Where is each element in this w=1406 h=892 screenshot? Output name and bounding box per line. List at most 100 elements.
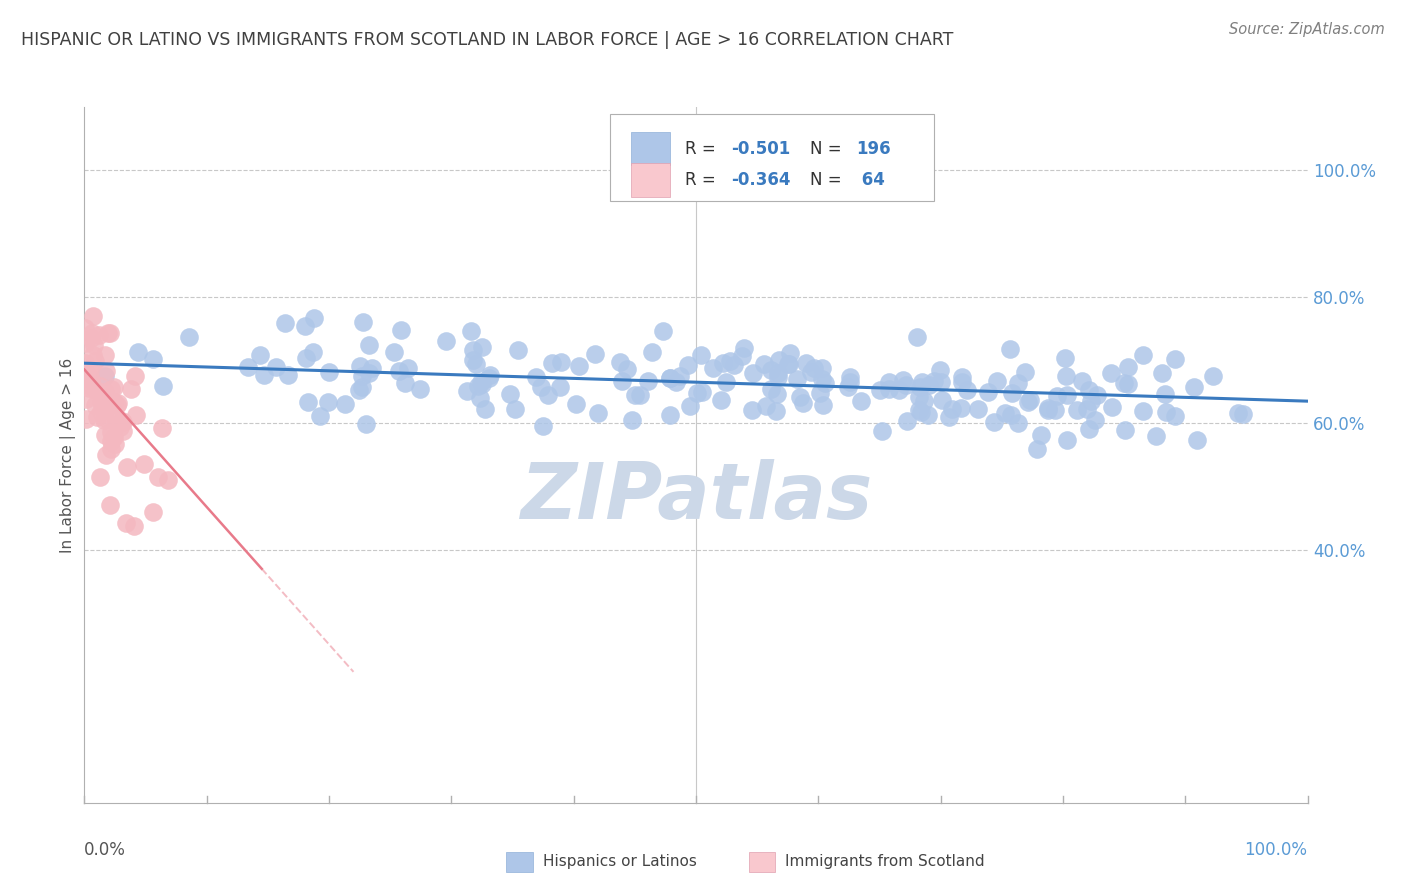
Point [950, 375, 973, 389]
Point [104, 437, 127, 451]
Point [685, 386, 707, 401]
Point [352, 380, 374, 394]
Point [752, 357, 775, 371]
Point [896, 378, 918, 392]
Point [478, 368, 501, 383]
Point [652, 324, 675, 338]
Point [461, 352, 484, 367]
Point [115, 516, 138, 530]
Point [84, 383, 107, 397]
Point [810, 372, 832, 386]
Point [731, 350, 754, 364]
Point [810, 385, 832, 400]
Point [93, 413, 115, 427]
Text: -0.501: -0.501 [731, 140, 790, 158]
Point [152, 379, 174, 393]
Point [537, 388, 560, 402]
Point [150, 421, 173, 435]
Point [1078, 384, 1101, 398]
Point [891, 374, 914, 388]
Point [1076, 401, 1098, 416]
Point [89, 379, 111, 393]
Point [941, 401, 963, 416]
Point [929, 363, 952, 377]
Point [90, 404, 112, 418]
Point [550, 380, 572, 394]
Point [796, 356, 818, 370]
Point [621, 413, 644, 427]
Point [768, 353, 790, 368]
Text: N =: N = [810, 171, 846, 189]
Point [690, 385, 713, 400]
Point [1007, 416, 1029, 430]
Point [98, 498, 121, 512]
Point [463, 343, 485, 357]
Point [630, 388, 652, 402]
Point [470, 375, 492, 389]
Point [977, 384, 1000, 399]
Point [1019, 392, 1042, 407]
Point [1080, 393, 1102, 408]
Point [103, 380, 125, 394]
Point [690, 348, 713, 362]
Point [1114, 423, 1136, 437]
Point [679, 399, 702, 413]
Point [768, 369, 790, 384]
Point [531, 419, 554, 434]
Point [1036, 401, 1059, 416]
FancyBboxPatch shape [631, 163, 671, 197]
Point [103, 430, 125, 444]
Point [929, 376, 952, 390]
Text: Hispanics or Latinos: Hispanics or Latinos [543, 855, 697, 870]
Point [718, 354, 741, 368]
Point [1000, 408, 1022, 422]
Point [568, 359, 591, 374]
Point [124, 369, 146, 384]
Point [115, 460, 138, 475]
Point [659, 370, 682, 384]
Point [79, 369, 101, 384]
FancyBboxPatch shape [610, 114, 935, 201]
Point [388, 364, 411, 378]
Point [94, 385, 117, 400]
Point [100, 434, 122, 448]
Point [1007, 376, 1029, 391]
Point [94, 348, 117, 362]
Point [1056, 388, 1078, 402]
Point [94, 428, 117, 442]
Point [142, 505, 165, 519]
Point [498, 387, 520, 401]
Point [1099, 366, 1122, 380]
Point [1132, 404, 1154, 418]
Point [93, 369, 115, 384]
Point [1154, 405, 1177, 419]
Point [121, 382, 143, 396]
Point [503, 401, 526, 416]
Point [456, 384, 478, 398]
Point [302, 311, 325, 326]
Point [550, 355, 572, 369]
Point [359, 366, 381, 380]
Point [588, 406, 610, 420]
Point [134, 457, 156, 471]
Point [127, 344, 149, 359]
Point [1144, 429, 1167, 443]
Point [467, 379, 489, 393]
Point [585, 347, 607, 361]
Point [912, 394, 935, 409]
Point [1116, 377, 1139, 392]
Text: Immigrants from Scotland: Immigrants from Scotland [786, 855, 984, 870]
Point [352, 315, 374, 329]
Point [811, 398, 834, 412]
Point [1071, 374, 1094, 388]
Point [851, 394, 873, 409]
Point [1078, 422, 1101, 436]
Point [349, 383, 371, 397]
Point [253, 368, 276, 382]
Point [908, 379, 931, 393]
Text: R =: R = [685, 140, 721, 158]
Text: Source: ZipAtlas.com: Source: ZipAtlas.com [1229, 22, 1385, 37]
Point [302, 344, 325, 359]
Point [1114, 376, 1136, 390]
Text: N =: N = [810, 140, 846, 158]
